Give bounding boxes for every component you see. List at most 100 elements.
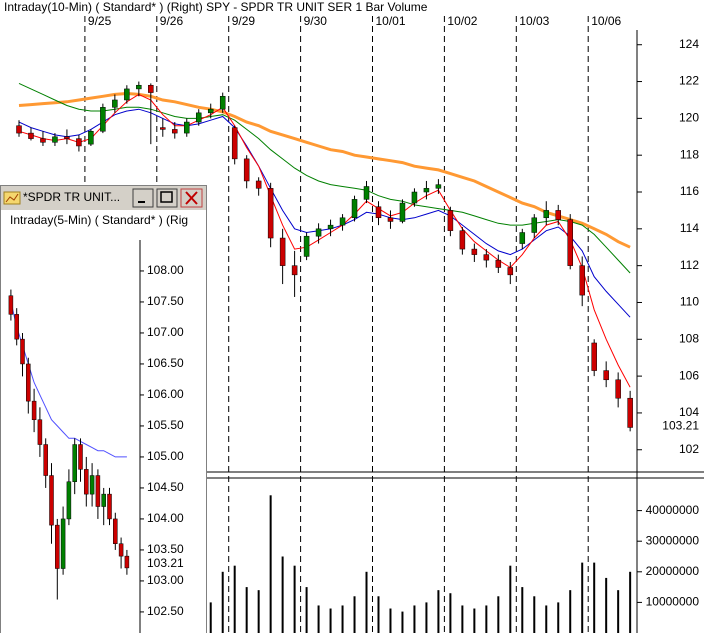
x-tick-label: 10/01 xyxy=(376,14,406,28)
candle-body xyxy=(66,481,72,520)
candle-body xyxy=(459,230,466,250)
candle-body xyxy=(219,96,226,110)
volume-bar xyxy=(377,596,380,633)
candle-body xyxy=(89,475,95,495)
y-tick-label: 106 xyxy=(679,368,699,382)
candle-body xyxy=(113,518,118,544)
candle-body xyxy=(78,444,83,470)
y-tick-label: 110 xyxy=(680,295,699,309)
y-tick-label: 102.50 xyxy=(147,604,184,618)
candle-body xyxy=(411,191,418,204)
y-tick-label: 103.50 xyxy=(147,542,184,556)
y-tick-label: 105.50 xyxy=(147,418,184,432)
candle-body xyxy=(100,107,106,132)
candle-body xyxy=(37,419,43,445)
volume-bar xyxy=(545,605,548,633)
button-face[interactable] xyxy=(132,188,154,208)
candle-body xyxy=(267,188,274,239)
moving-average-line xyxy=(18,82,631,274)
candle-body xyxy=(279,237,286,266)
y-tick-label: 104 xyxy=(679,405,699,419)
y-tick-label: 106.00 xyxy=(147,387,184,401)
x-tick-label: 10/03 xyxy=(519,14,549,28)
minimize-button[interactable] xyxy=(132,188,154,208)
close-button[interactable] xyxy=(180,188,203,208)
y2-tick-label: 40000000 xyxy=(646,503,700,517)
candle-body xyxy=(8,295,14,315)
candle-body xyxy=(471,248,478,255)
candle-body xyxy=(60,518,66,569)
candle-body xyxy=(112,99,118,108)
candle-body xyxy=(20,338,25,365)
candle-body xyxy=(387,217,394,222)
volume-bar xyxy=(509,565,512,633)
y-tick-label: 118 xyxy=(680,147,699,161)
candle-body xyxy=(172,129,178,134)
candle-body xyxy=(303,235,310,257)
volume-bar xyxy=(281,556,284,633)
candle-body xyxy=(207,108,214,114)
candle-body xyxy=(447,210,454,231)
candle-body xyxy=(26,363,31,402)
y-tick-label: 102 xyxy=(679,442,699,456)
volume-bar xyxy=(617,590,620,633)
volume-bar xyxy=(437,590,440,633)
candle-body xyxy=(555,210,561,220)
inset-title: Intraday(5-Min) ( Standard* ) (Rig xyxy=(10,213,188,227)
candle-body xyxy=(136,84,142,90)
candle-body xyxy=(148,84,154,93)
volume-bar xyxy=(221,571,224,633)
volume-bar xyxy=(605,577,608,633)
x-tick-label: 9/30 xyxy=(304,14,328,28)
window-title: *SPDR TR UNIT... xyxy=(23,190,120,204)
candle-body xyxy=(399,202,406,222)
y-tick-label: 116 xyxy=(680,184,699,198)
volume-bar xyxy=(389,608,392,633)
candle-body xyxy=(327,224,334,230)
volume-bar xyxy=(341,605,344,633)
y-tick-label: 120 xyxy=(679,111,699,125)
icon-line xyxy=(5,193,19,203)
moving-average-line xyxy=(18,91,631,249)
candle-body xyxy=(231,127,238,160)
y-tick-label: 104.00 xyxy=(147,511,184,525)
volume-bar xyxy=(329,608,332,633)
candle-body xyxy=(55,524,60,569)
candle-body xyxy=(423,188,430,193)
y-tick-label: 108.00 xyxy=(147,263,184,277)
y-tick-label: 106.50 xyxy=(147,356,184,370)
candle-body xyxy=(435,184,442,189)
volume-bar xyxy=(293,565,296,633)
window-icon xyxy=(3,191,21,205)
y-tick-label: 105.00 xyxy=(147,449,184,463)
volume-bar xyxy=(629,571,632,633)
inset-window: *SPDR TR UNIT... Intraday(5-Min) ( Stand… xyxy=(0,185,207,633)
candle-body xyxy=(351,199,358,219)
candle-body xyxy=(52,136,58,143)
volume-bar xyxy=(569,590,572,633)
chart-title: Intraday(10-Min) ( Standard* ) (Right) S… xyxy=(4,0,428,14)
maximize-button[interactable] xyxy=(156,188,178,208)
volume-bar xyxy=(209,602,212,633)
volume-bar xyxy=(485,605,488,633)
candle-body xyxy=(16,125,22,134)
last-price-label: 103.21 xyxy=(662,419,699,433)
y-tick-label: 114 xyxy=(680,221,699,235)
y-tick-label: 107.00 xyxy=(147,325,184,339)
candle-body xyxy=(243,158,250,182)
candle-body xyxy=(101,493,106,507)
candle-body xyxy=(64,136,70,139)
volume-bar xyxy=(269,495,272,633)
x-tick-label: 10/02 xyxy=(447,14,477,28)
candle-body xyxy=(627,397,633,428)
candle-body xyxy=(519,232,526,244)
candle-body xyxy=(543,210,550,219)
candle-body xyxy=(160,127,166,130)
candle-body xyxy=(124,88,130,101)
volume-bar xyxy=(245,587,248,633)
volume-bar xyxy=(353,596,356,633)
volume-bar xyxy=(533,596,536,633)
x-tick-label: 10/06 xyxy=(591,14,621,28)
candle-body xyxy=(14,314,19,340)
candle-body xyxy=(567,219,573,266)
